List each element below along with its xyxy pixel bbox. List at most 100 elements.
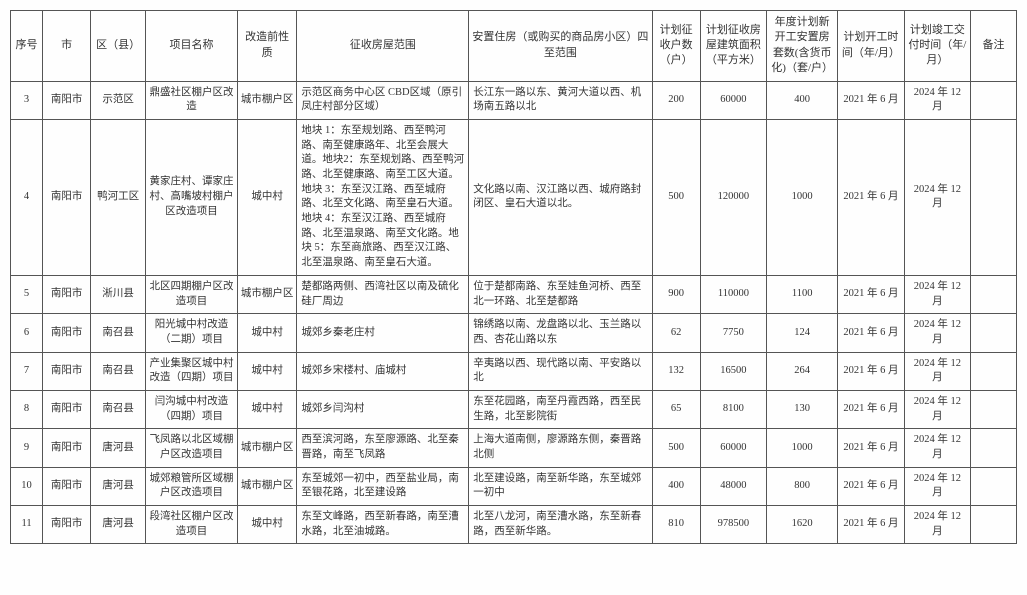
col-header-sets: 年度计划新开工安置房套数(含货币化)（套/户） [767,11,838,82]
cell-remark [971,275,1017,313]
cell-hh: 500 [652,429,700,467]
cell-remark [971,352,1017,390]
cell-nature: 城市棚户区 [237,467,297,505]
cell-area: 110000 [700,275,766,313]
table-row: 3南阳市示范区鼎盛社区棚户区改造城市棚户区示范区商务中心区 CBD区域（原引凤庄… [11,81,1017,119]
cell-county: 南召县 [91,352,146,390]
cell-remark [971,429,1017,467]
col-header-end: 计划竣工交付时间（年/月） [904,11,970,82]
table-row: 8南阳市南召县闫沟城中村改造（四期）项目城中村城郊乡闫沟村东至花园路，南至丹霞西… [11,390,1017,428]
cell-county: 鸭河工区 [91,119,146,275]
cell-hh: 500 [652,119,700,275]
cell-county: 唐河县 [91,467,146,505]
cell-hh: 132 [652,352,700,390]
cell-city: 南阳市 [43,119,91,275]
col-header-proj: 项目名称 [146,11,238,82]
cell-hh: 810 [652,506,700,544]
cell-end: 2024 年 12 月 [904,81,970,119]
cell-city: 南阳市 [43,314,91,352]
cell-scope: 示范区商务中心区 CBD区域（原引凤庄村部分区域） [297,81,469,119]
cell-county: 唐河县 [91,506,146,544]
cell-sets: 1000 [767,119,838,275]
cell-area: 8100 [700,390,766,428]
cell-seq: 9 [11,429,43,467]
cell-seq: 7 [11,352,43,390]
cell-seq: 6 [11,314,43,352]
cell-nature: 城中村 [237,390,297,428]
cell-county: 淅川县 [91,275,146,313]
cell-seq: 8 [11,390,43,428]
cell-seq: 4 [11,119,43,275]
cell-proj: 城郊粮管所区域棚户区改造项目 [146,467,238,505]
cell-remark [971,390,1017,428]
cell-nature: 城中村 [237,506,297,544]
cell-nature: 城市棚户区 [237,429,297,467]
cell-city: 南阳市 [43,429,91,467]
cell-housing: 锦绣路以南、龙盘路以北、玉兰路以西、杏花山路以东 [469,314,652,352]
cell-housing: 长江东一路以东、黄河大道以西、机场南五路以北 [469,81,652,119]
cell-sets: 1000 [767,429,838,467]
cell-seq: 10 [11,467,43,505]
cell-housing: 北至建设路，南至新华路，东至城郊一初中 [469,467,652,505]
cell-proj: 闫沟城中村改造（四期）项目 [146,390,238,428]
cell-end: 2024 年 12 月 [904,275,970,313]
cell-housing: 文化路以南、汉江路以西、城府路封闭区、皇石大道以北。 [469,119,652,275]
col-header-scope: 征收房屋范围 [297,11,469,82]
cell-county: 南召县 [91,390,146,428]
col-header-hh: 计划征收户数（户） [652,11,700,82]
cell-county: 唐河县 [91,429,146,467]
cell-scope: 楚都路两侧、西湾社区以南及硫化硅厂周边 [297,275,469,313]
cell-end: 2024 年 12 月 [904,467,970,505]
table-header: 序号市区（县）项目名称改造前性质征收房屋范围安置住房（或购买的商品房小区）四至范… [11,11,1017,82]
cell-remark [971,314,1017,352]
cell-sets: 1100 [767,275,838,313]
cell-hh: 900 [652,275,700,313]
col-header-area: 计划征收房屋建筑面积（平方米） [700,11,766,82]
cell-housing: 北至八龙河，南至漕水路，东至新春路，西至新华路。 [469,506,652,544]
table-body: 3南阳市示范区鼎盛社区棚户区改造城市棚户区示范区商务中心区 CBD区域（原引凤庄… [11,81,1017,544]
cell-proj: 产业集聚区城中村改造（四期）项目 [146,352,238,390]
cell-scope: 城郊乡秦老庄村 [297,314,469,352]
cell-start: 2021 年 6 月 [838,119,904,275]
table-row: 5南阳市淅川县北区四期棚户区改造项目城市棚户区楚都路两侧、西湾社区以南及硫化硅厂… [11,275,1017,313]
cell-remark [971,81,1017,119]
cell-city: 南阳市 [43,81,91,119]
cell-housing: 东至花园路，南至丹霞西路，西至民生路，北至影院街 [469,390,652,428]
cell-nature: 城中村 [237,119,297,275]
cell-proj: 鼎盛社区棚户区改造 [146,81,238,119]
cell-housing: 辛夷路以西、现代路以南、平安路以北 [469,352,652,390]
cell-start: 2021 年 6 月 [838,275,904,313]
cell-start: 2021 年 6 月 [838,390,904,428]
col-header-seq: 序号 [11,11,43,82]
col-header-housing: 安置住房（或购买的商品房小区）四至范围 [469,11,652,82]
cell-hh: 200 [652,81,700,119]
cell-city: 南阳市 [43,275,91,313]
table-row: 9南阳市唐河县飞凤路以北区域棚户区改造项目城市棚户区西至滨河路，东至廖源路、北至… [11,429,1017,467]
cell-scope: 东至文峰路，西至新春路，南至漕水路，北至油城路。 [297,506,469,544]
cell-scope: 城郊乡闫沟村 [297,390,469,428]
cell-end: 2024 年 12 月 [904,314,970,352]
cell-end: 2024 年 12 月 [904,352,970,390]
cell-city: 南阳市 [43,506,91,544]
cell-county: 示范区 [91,81,146,119]
cell-housing: 位于楚都南路、东至娃鱼河桥、西至北一环路、北至楚都路 [469,275,652,313]
cell-scope: 东至城郊一初中，西至盐业局，南至银花路，北至建设路 [297,467,469,505]
cell-remark [971,467,1017,505]
cell-end: 2024 年 12 月 [904,390,970,428]
cell-start: 2021 年 6 月 [838,352,904,390]
cell-nature: 城中村 [237,352,297,390]
cell-start: 2021 年 6 月 [838,467,904,505]
cell-city: 南阳市 [43,390,91,428]
cell-hh: 400 [652,467,700,505]
col-header-nature: 改造前性质 [237,11,297,82]
cell-sets: 264 [767,352,838,390]
cell-area: 60000 [700,81,766,119]
table-row: 4南阳市鸭河工区黄家庄村、谭家庄村、高嘴坡村棚户区改造项目城中村地块 1：东至规… [11,119,1017,275]
cell-start: 2021 年 6 月 [838,429,904,467]
table-row: 6南阳市南召县阳光城中村改造（二期）项目城中村城郊乡秦老庄村锦绣路以南、龙盘路以… [11,314,1017,352]
cell-nature: 城市棚户区 [237,81,297,119]
cell-hh: 65 [652,390,700,428]
data-table: 序号市区（县）项目名称改造前性质征收房屋范围安置住房（或购买的商品房小区）四至范… [10,10,1017,544]
cell-end: 2024 年 12 月 [904,506,970,544]
cell-end: 2024 年 12 月 [904,119,970,275]
